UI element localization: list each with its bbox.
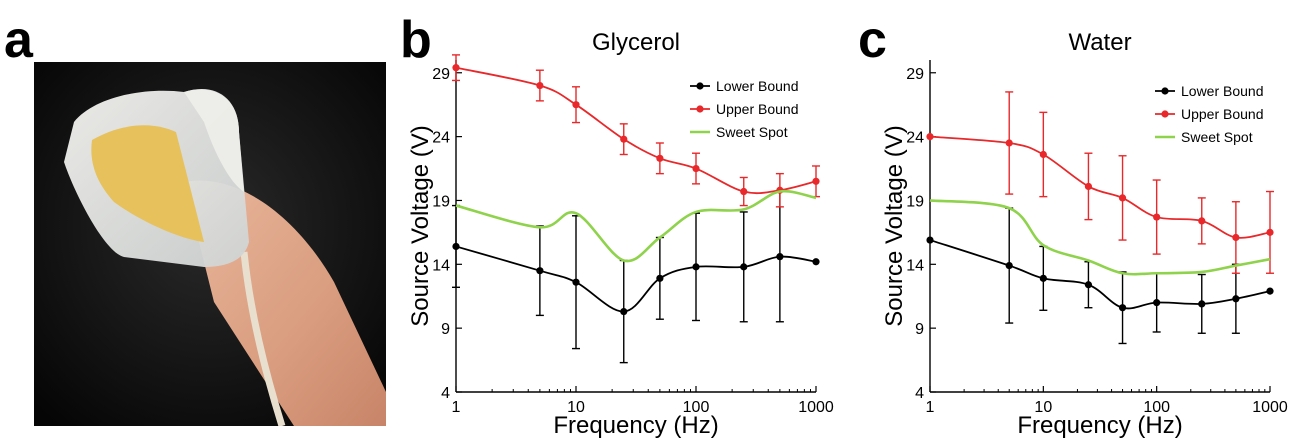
data-point — [620, 307, 628, 316]
data-point — [812, 177, 820, 185]
y-tick-label: 9 — [915, 321, 924, 338]
chart-title: Glycerol — [592, 29, 680, 56]
series-line-1 — [929, 135, 1271, 239]
legend-label: Lower Bound — [1181, 83, 1264, 99]
y-tick-label: 14 — [906, 257, 924, 274]
chart-title: Water — [1068, 29, 1131, 56]
legend-label: Sweet Spot — [716, 124, 788, 140]
data-point — [1084, 281, 1093, 289]
y-tick-label: 24 — [432, 130, 450, 147]
data-point — [1084, 182, 1093, 191]
data-point — [536, 267, 544, 275]
y-tick-label: 4 — [915, 385, 924, 402]
water-chart: Water 4 9 14 19 24 29 1 10 100 1000 Frequency (Hz) S… — [881, 29, 1288, 438]
data-point — [692, 263, 700, 271]
x-tick-label: 1 — [926, 399, 935, 416]
y-tick-label: 14 — [432, 257, 450, 274]
x-axis-label: Frequency (Hz) — [553, 412, 718, 438]
series-line-2 — [455, 189, 817, 263]
data-point — [1039, 150, 1047, 159]
x-tick-label: 1000 — [798, 399, 834, 416]
data-point — [776, 253, 784, 261]
data-point — [656, 154, 664, 162]
legend-marker — [696, 82, 704, 90]
data-point — [1005, 139, 1013, 147]
legend-marker — [1161, 87, 1169, 95]
data-point — [692, 164, 700, 173]
series-line-2 — [929, 199, 1271, 276]
x-tick-label: 100 — [1143, 399, 1170, 416]
legend-label: Upper Bound — [1181, 106, 1264, 122]
data-point — [1005, 261, 1013, 270]
series-line-0 — [455, 245, 817, 313]
data-point — [740, 263, 748, 271]
y-tick-label: 19 — [432, 193, 450, 210]
legend-label: Sweet Spot — [1181, 129, 1253, 145]
legend-label: Upper Bound — [716, 101, 799, 117]
x-tick-label: 1000 — [1252, 399, 1288, 416]
y-tick-label: 24 — [906, 130, 924, 147]
x-axis-label: Frequency (Hz) — [1017, 412, 1182, 438]
data-point — [620, 135, 628, 143]
x-tick-label: 1 — [452, 399, 461, 416]
data-point — [1039, 274, 1047, 282]
data-point — [812, 258, 820, 266]
data-point — [452, 242, 460, 251]
y-tick-label: 29 — [432, 66, 450, 83]
data-point — [1118, 304, 1127, 312]
y-tick-label: 4 — [441, 385, 450, 402]
x-tick-label: 100 — [683, 399, 710, 416]
data-point — [926, 236, 934, 244]
data-point — [1232, 295, 1240, 303]
data-point — [536, 81, 544, 90]
panel-label-a: a — [4, 11, 33, 69]
series-line-0 — [929, 239, 1271, 310]
data-point — [1198, 217, 1206, 225]
photo-illustration — [34, 62, 386, 426]
y-tick-label: 19 — [906, 193, 924, 210]
data-point — [1118, 194, 1127, 202]
data-point — [656, 274, 664, 282]
y-axis-label: Source Voltage (V) — [881, 125, 908, 326]
x-tick-label: 10 — [567, 399, 585, 416]
data-point — [1198, 300, 1206, 308]
legend-label: Lower Bound — [716, 78, 799, 94]
panel-label-c: c — [858, 11, 887, 69]
y-axis-label: Source Voltage (V) — [407, 125, 434, 326]
x-tick-label: 10 — [1034, 399, 1052, 416]
finger-device-photo — [34, 62, 386, 426]
data-point — [452, 64, 460, 72]
legend-marker — [696, 105, 704, 113]
legend-marker — [1161, 110, 1169, 118]
y-tick-label: 29 — [906, 66, 924, 83]
y-tick-label: 9 — [441, 321, 450, 338]
data-point — [926, 133, 934, 141]
data-point — [1153, 213, 1161, 221]
data-point — [740, 187, 748, 196]
data-point — [572, 101, 580, 109]
data-point — [1266, 228, 1274, 236]
glycerol-chart: Glycerol 4 9 14 19 24 29 1 10 100 1000 Frequency (H… — [407, 29, 834, 438]
panel-label-b: b — [400, 11, 432, 69]
data-point — [572, 278, 580, 286]
data-point — [1232, 233, 1240, 242]
data-point — [1153, 299, 1161, 307]
data-point — [1266, 287, 1274, 295]
